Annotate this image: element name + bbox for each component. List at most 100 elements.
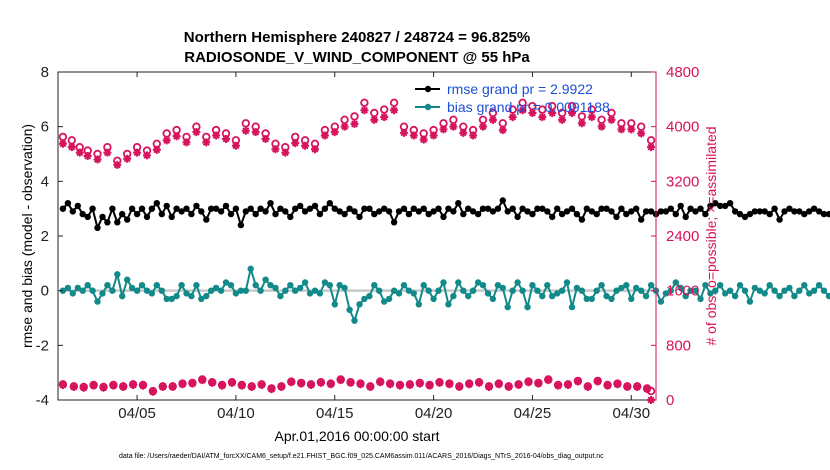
- obs-assimilated-marker: [218, 381, 227, 390]
- bias-point: [163, 295, 170, 303]
- obs-assimilated-marker: [439, 125, 448, 134]
- bias-point: [203, 292, 210, 300]
- rmse-point: [509, 205, 516, 212]
- obs-assimilated-marker: [178, 380, 187, 389]
- obs-possible-marker: [518, 98, 527, 107]
- rmse-point: [618, 205, 625, 212]
- rmse-point: [405, 210, 413, 218]
- bias-point: [593, 287, 600, 294]
- obs-assimilated-marker: [429, 131, 438, 140]
- bias-point: [751, 284, 758, 292]
- bias-point: [282, 287, 289, 294]
- obs-assimilated-marker: [583, 383, 592, 392]
- obs-assimilated-marker: [192, 128, 201, 137]
- rmse-point: [687, 205, 694, 212]
- rmse-point: [188, 210, 195, 218]
- obs-assimilated-marker: [484, 383, 493, 392]
- rmse-point: [435, 205, 442, 212]
- obs-assimilated-marker: [498, 126, 507, 135]
- obs-assimilated-marker: [281, 148, 290, 157]
- bias-point: [731, 292, 739, 300]
- obs-assimilated-marker: [251, 128, 260, 137]
- rmse-point: [311, 202, 319, 210]
- rmse-point: [346, 205, 353, 212]
- bias-point: [791, 292, 798, 300]
- obs-assimilated-marker: [386, 380, 395, 389]
- obs-assimilated-marker: [643, 385, 652, 394]
- rmse-point: [647, 208, 655, 215]
- rmse-point: [707, 202, 714, 210]
- rmse-point: [198, 208, 205, 215]
- bias-point: [79, 287, 86, 294]
- bias-point: [89, 287, 96, 294]
- rmse-point: [820, 210, 828, 218]
- obs-assimilated-marker: [58, 139, 67, 148]
- rmse-point: [420, 205, 427, 212]
- bias-point: [455, 279, 462, 286]
- bias-point: [104, 282, 111, 289]
- bias-point: [692, 287, 699, 294]
- bias-point: [761, 290, 768, 297]
- bias-point: [262, 276, 269, 283]
- rmse-point: [158, 210, 165, 218]
- rmse-point: [430, 208, 437, 215]
- rmse-point: [751, 208, 758, 215]
- rmse-point: [825, 210, 830, 218]
- bias-point: [232, 290, 240, 297]
- bias-point: [208, 287, 215, 294]
- rmse-point: [400, 205, 408, 212]
- obs-assimilated-marker: [356, 380, 365, 389]
- bias-point: [474, 279, 482, 286]
- rmse-point: [667, 205, 674, 212]
- rmse-point: [450, 208, 457, 215]
- legend-bias-marker: [424, 103, 432, 111]
- obs-assimilated-marker: [488, 115, 497, 124]
- obs-assimilated-marker: [212, 131, 221, 140]
- y-axis-label: rmse and bias (model - observation): [19, 124, 35, 348]
- rmse-point: [445, 205, 452, 212]
- rmse-point: [796, 208, 803, 215]
- bias-point: [341, 284, 348, 292]
- bias-point: [153, 282, 160, 289]
- y-right-tick-label: 4800: [666, 64, 699, 81]
- rmse-point: [440, 213, 447, 221]
- legend: rmse grand pr = 2.9922 bias grand pr = 0…: [415, 81, 610, 115]
- bias-point: [415, 301, 422, 308]
- bias-point: [469, 287, 477, 294]
- obs-assimilated-marker: [336, 376, 345, 385]
- rmse-point: [74, 202, 82, 210]
- bias-point: [736, 282, 744, 289]
- obs-assimilated-marker: [567, 109, 576, 117]
- obs-assimilated-marker: [158, 383, 167, 392]
- obs-assimilated-marker: [222, 134, 231, 143]
- bias-point: [563, 279, 571, 286]
- obs-assimilated-marker: [301, 141, 310, 150]
- bias-point: [361, 295, 368, 303]
- x-tick-label: 04/10: [217, 405, 255, 422]
- obs-assimilated-marker: [419, 135, 428, 144]
- bias-point: [94, 298, 101, 305]
- bias-point: [786, 284, 793, 292]
- y-tick-label: 6: [41, 119, 49, 136]
- bias-point: [702, 282, 709, 289]
- rmse-point: [104, 219, 111, 226]
- bias-point: [549, 292, 556, 300]
- y-right-tick-label: 4000: [666, 119, 699, 136]
- rmse-point: [573, 210, 581, 218]
- rmse-point: [746, 210, 754, 218]
- rmse-point: [726, 200, 734, 207]
- obs-assimilated-marker: [350, 119, 359, 128]
- bias-point: [810, 287, 818, 294]
- rmse-point: [297, 202, 304, 210]
- rmse-point: [534, 205, 541, 212]
- obs-assimilated-marker: [548, 109, 557, 117]
- rmse-point: [593, 210, 600, 218]
- bias-point: [381, 298, 388, 305]
- rmse-point: [504, 208, 511, 215]
- rmse-point: [598, 205, 605, 212]
- rmse-point: [336, 208, 343, 215]
- rmse-point: [371, 210, 378, 218]
- obs-assimilated-marker: [291, 139, 300, 148]
- axes-layer: -4 -2 0 2 4 6 8 0 800 1600 2400 3200 4000 4800 04/05 04…: [36, 64, 700, 422]
